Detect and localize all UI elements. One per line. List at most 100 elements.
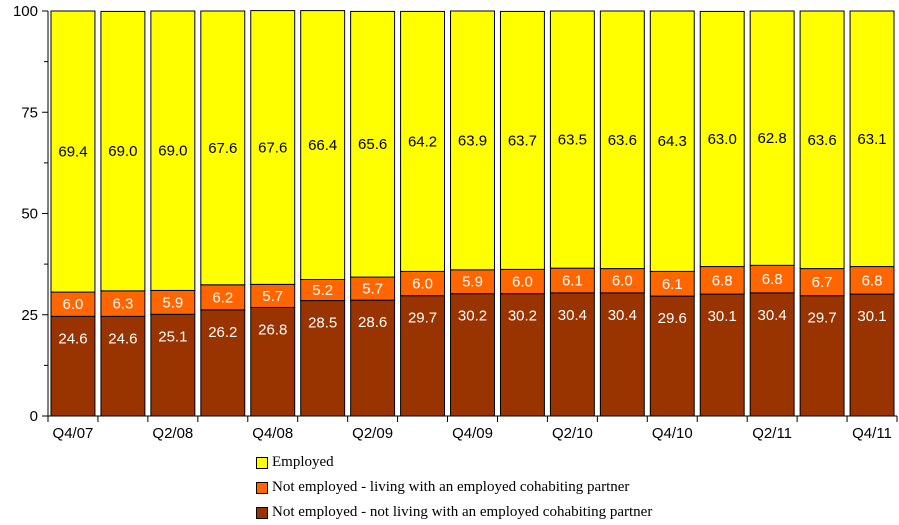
legend-label: Not employed - not living with an employ… (272, 504, 653, 520)
y-tick-label: 100 (13, 3, 38, 20)
x-tick-label: Q4/08 (252, 425, 293, 442)
x-tick-label: Q2/09 (352, 425, 393, 442)
bar-segment (300, 300, 346, 417)
data-label: 5.9 (162, 294, 183, 311)
data-label: 24.6 (108, 330, 137, 347)
data-label: 26.2 (208, 324, 237, 341)
data-label: 30.4 (558, 307, 587, 324)
x-tick-label: Q4/11 (852, 425, 892, 442)
bar-segment (599, 10, 645, 270)
bar-segment (100, 315, 146, 417)
legend-item-employed: Employed (256, 450, 652, 475)
data-label: 29.7 (807, 310, 836, 327)
data-label: 30.2 (458, 308, 487, 325)
data-label: 6.0 (612, 273, 633, 290)
stacked-bar-chart: 24.6 6.0 69.4 24.6 6.3 69.0 25.1 5.9 69.0 26.2 6.2… (13, 3, 898, 442)
bar-segment (50, 315, 96, 417)
data-label: 62.8 (758, 130, 787, 147)
y-tick-label: 50 (21, 206, 38, 223)
data-label: 5.9 (462, 274, 483, 291)
bar-segment (799, 10, 845, 270)
bar-segment (400, 270, 446, 297)
bar-segment (699, 293, 745, 417)
x-tick-label: Q2/11 (752, 425, 792, 442)
data-label: 6.8 (712, 272, 733, 289)
bar-segment (100, 10, 146, 292)
bar-segment (549, 292, 595, 417)
bar-segment (400, 10, 446, 272)
bar-segment (200, 10, 246, 286)
y-tick-label: 75 (21, 104, 38, 121)
data-label: 63.6 (608, 132, 637, 149)
legend: Employed Not employed - living with an e… (256, 450, 652, 525)
x-tick-label: Q2/10 (552, 425, 593, 442)
bar-segment (499, 293, 545, 417)
bar-segment (150, 10, 196, 291)
data-label: 63.9 (458, 132, 487, 149)
data-label: 6.0 (512, 274, 533, 291)
data-label: 64.2 (408, 133, 437, 150)
data-label: 6.0 (412, 276, 433, 293)
bar-segment (649, 10, 695, 272)
y-tick-label: 0 (30, 408, 38, 425)
data-label: 24.6 (58, 330, 87, 347)
bar-segment (799, 268, 845, 297)
x-tick-label: Q4/10 (652, 425, 693, 442)
bar-segment (799, 295, 845, 417)
data-label: 30.4 (608, 307, 637, 324)
bar-segment (599, 268, 645, 294)
bar-segment (250, 10, 296, 285)
bar-segment (749, 292, 795, 417)
data-label: 6.8 (762, 271, 783, 288)
data-label: 69.4 (58, 144, 87, 161)
data-label: 30.1 (857, 308, 886, 325)
bar-segment (749, 10, 795, 266)
x-tick-label: Q4/07 (53, 425, 94, 442)
data-label: 30.1 (708, 308, 737, 325)
bar-segment (250, 306, 296, 417)
legend-label: Employed (272, 454, 334, 470)
bar-segment (499, 10, 545, 270)
data-label: 64.3 (658, 133, 687, 150)
data-label: 6.8 (862, 272, 883, 289)
data-label: 65.6 (358, 136, 387, 153)
x-tick-label: Q4/09 (452, 425, 493, 442)
bar-segment (699, 266, 745, 295)
y-tick-label: 25 (21, 307, 38, 324)
legend-swatch-icon (256, 456, 268, 469)
bar-segment (649, 295, 695, 417)
data-label: 63.0 (708, 131, 737, 148)
bar-segment (699, 10, 745, 268)
data-label: 63.1 (857, 131, 886, 148)
legend-swatch-icon (256, 481, 268, 494)
x-tick-label: Q2/08 (152, 425, 193, 442)
bar-segment (200, 309, 246, 417)
bar-segment (100, 290, 146, 317)
data-label: 25.1 (158, 328, 187, 345)
data-label: 29.7 (408, 310, 437, 327)
data-label: 6.7 (812, 274, 833, 291)
data-label: 30.2 (508, 308, 537, 325)
bar-segment (749, 264, 795, 294)
data-label: 67.6 (258, 139, 287, 156)
data-label: 5.7 (262, 288, 283, 305)
data-label: 28.5 (308, 315, 337, 332)
bar-segment (50, 10, 96, 293)
data-label: 63.6 (807, 132, 836, 149)
bar-segment (350, 299, 396, 417)
data-label: 6.2 (212, 289, 233, 306)
bar-segment (549, 10, 595, 269)
bar-segment (849, 266, 895, 295)
data-label: 63.7 (508, 132, 537, 149)
data-label: 6.0 (63, 296, 84, 313)
data-label: 69.0 (108, 143, 137, 160)
data-label: 67.6 (208, 140, 237, 157)
legend-item-not-employed-not-living-with-partner: Not employed - not living with an employ… (256, 500, 652, 525)
bar-segment (400, 295, 446, 417)
data-label: 28.6 (358, 314, 387, 331)
data-label: 6.1 (562, 273, 583, 290)
data-label: 29.6 (658, 310, 687, 327)
legend-label: Not employed - living with an employed c… (272, 479, 630, 495)
data-label: 69.0 (158, 143, 187, 160)
bar-segment (300, 10, 346, 281)
